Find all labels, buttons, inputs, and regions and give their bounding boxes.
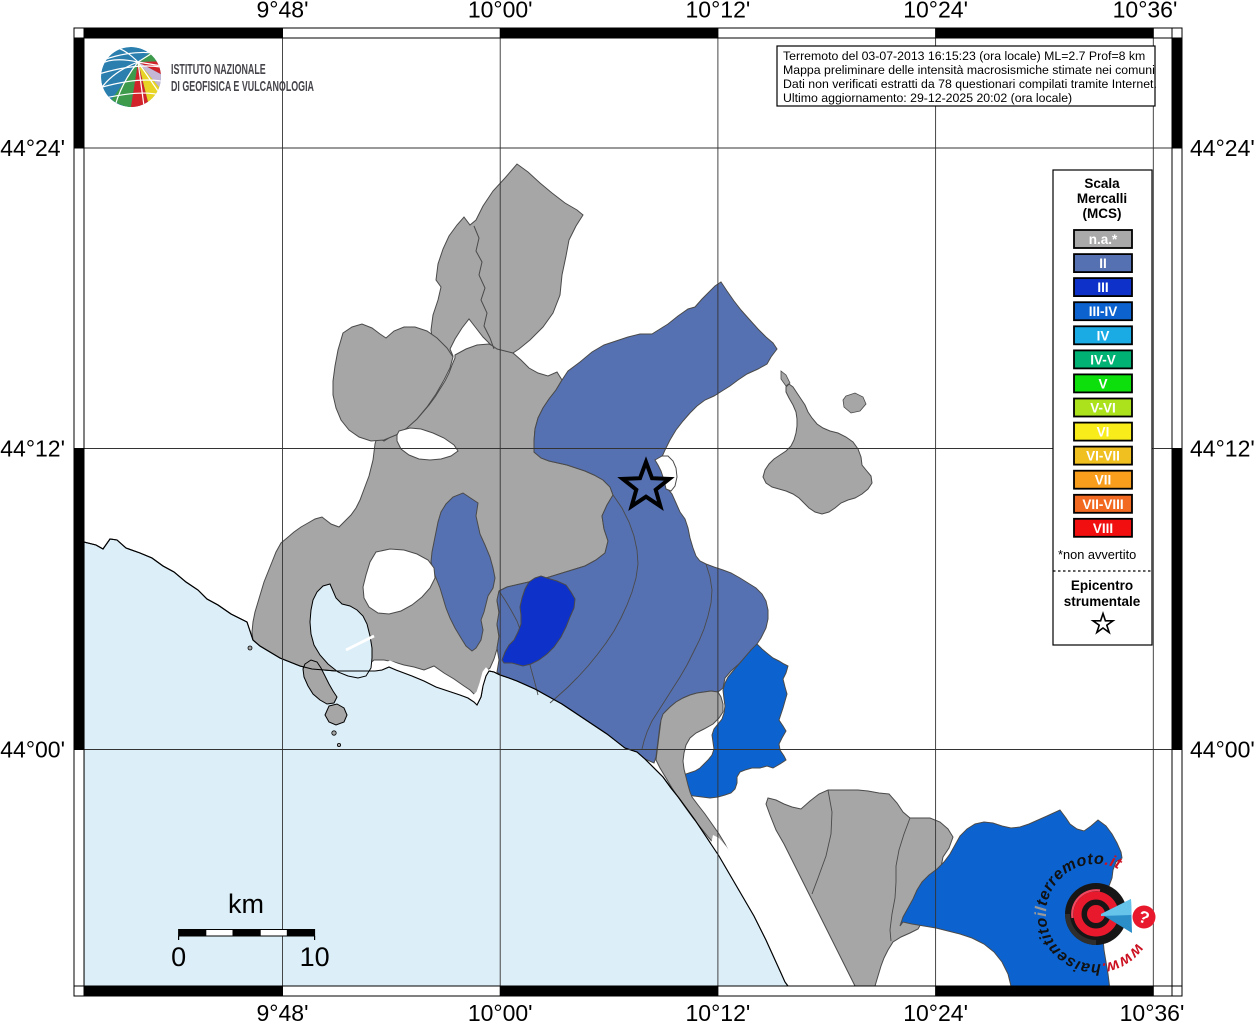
svg-text:III: III xyxy=(1097,280,1108,295)
svg-text:strumentale: strumentale xyxy=(1064,594,1141,609)
svg-text:*non avvertito: *non avvertito xyxy=(1058,547,1136,562)
svg-text:44°24': 44°24' xyxy=(1190,135,1255,161)
svg-text:VI: VI xyxy=(1097,425,1110,440)
svg-text:9°48': 9°48' xyxy=(257,1000,309,1024)
svg-text:II: II xyxy=(1099,256,1107,271)
svg-text:10°36': 10°36' xyxy=(1113,0,1178,23)
svg-text:44°00': 44°00' xyxy=(1190,737,1255,763)
svg-text:IV: IV xyxy=(1097,328,1110,343)
svg-text:44°12': 44°12' xyxy=(0,436,65,462)
svg-text:Terremoto del 03-07-2013 16:15: Terremoto del 03-07-2013 16:15:23 (ora l… xyxy=(783,49,1145,63)
svg-text:Ultimo aggiornamento: 29-12-20: Ultimo aggiornamento: 29-12-2025 20:02 (… xyxy=(783,91,1072,105)
svg-text:VI-VII: VI-VII xyxy=(1086,449,1120,464)
svg-text:10: 10 xyxy=(300,942,330,972)
svg-text:VII: VII xyxy=(1095,473,1112,488)
svg-text:km: km xyxy=(228,889,264,919)
svg-text:10°24': 10°24' xyxy=(903,1000,968,1024)
svg-text:VIII: VIII xyxy=(1093,521,1113,536)
svg-text:DI GEOFISICA E VULCANOLOGIA: DI GEOFISICA E VULCANOLOGIA xyxy=(171,78,314,95)
svg-text:V: V xyxy=(1098,376,1107,391)
svg-text:10°00': 10°00' xyxy=(468,0,533,23)
svg-text:ISTITUTO NAZIONALE: ISTITUTO NAZIONALE xyxy=(171,61,266,78)
svg-text:44°00': 44°00' xyxy=(0,737,65,763)
svg-text:Mercalli: Mercalli xyxy=(1077,191,1127,206)
svg-text:Mappa preliminare delle intens: Mappa preliminare delle intensità macros… xyxy=(783,63,1155,77)
svg-text:10°12': 10°12' xyxy=(686,1000,751,1024)
svg-text:9°48': 9°48' xyxy=(257,0,309,23)
svg-text:VII-VIII: VII-VIII xyxy=(1082,497,1123,512)
svg-text:Scala: Scala xyxy=(1084,176,1120,191)
svg-text:44°12': 44°12' xyxy=(1190,436,1255,462)
svg-text:10°12': 10°12' xyxy=(686,0,751,23)
svg-text:n.a.*: n.a.* xyxy=(1089,232,1118,247)
svg-text:10°36': 10°36' xyxy=(1120,1000,1185,1024)
svg-text:(MCS): (MCS) xyxy=(1083,206,1122,221)
svg-text:44°24': 44°24' xyxy=(0,135,65,161)
svg-text:0: 0 xyxy=(171,942,186,972)
svg-text:V-VI: V-VI xyxy=(1090,401,1116,416)
svg-text:IV-V: IV-V xyxy=(1090,352,1116,367)
svg-text:Epicentro: Epicentro xyxy=(1071,578,1133,593)
svg-text:10°00': 10°00' xyxy=(468,1000,533,1024)
svg-text:Dati non verificati estratti d: Dati non verificati estratti da 78 quest… xyxy=(783,77,1157,91)
svg-text:III-IV: III-IV xyxy=(1089,304,1118,319)
svg-text:10°24': 10°24' xyxy=(903,0,968,23)
